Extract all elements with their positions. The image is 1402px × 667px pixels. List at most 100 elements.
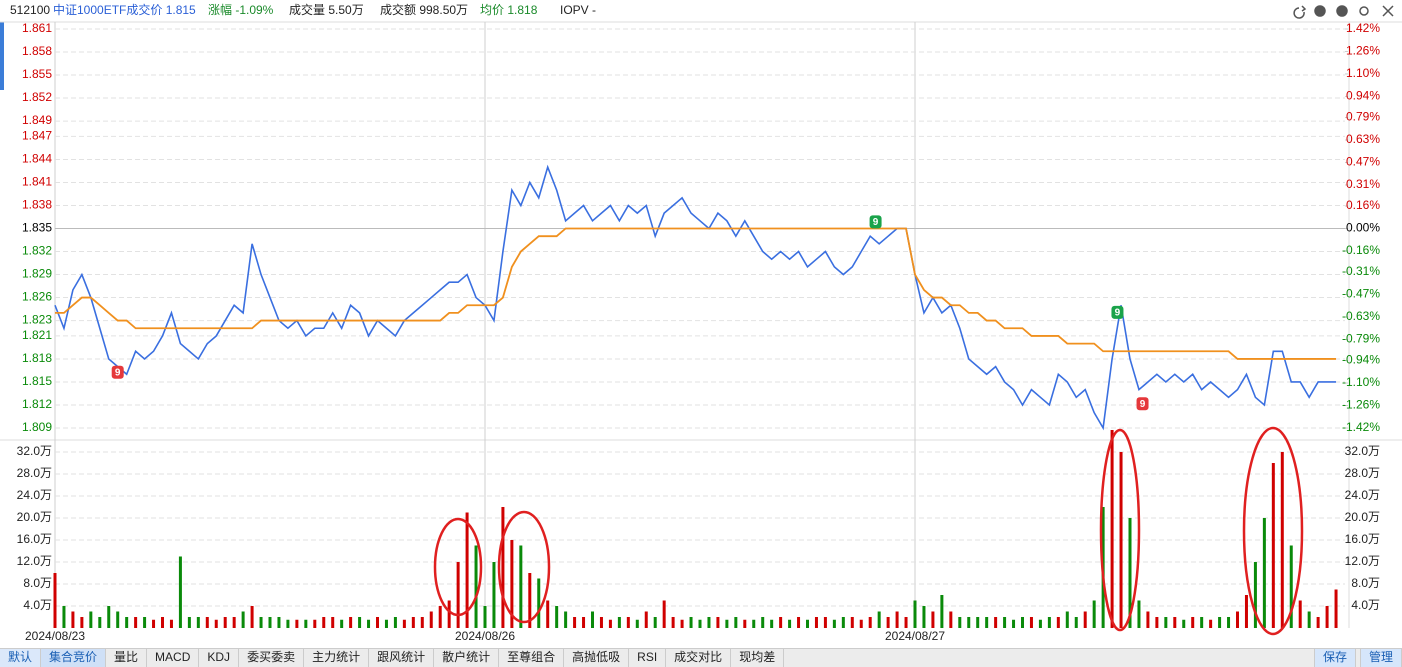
toolbar-button[interactable]: 默认 <box>0 649 42 667</box>
y2-tick-label: 1.26% <box>1346 44 1380 58</box>
volume-bar <box>617 617 621 628</box>
volume-bar <box>770 619 774 628</box>
toolbar: 默认 集合竞价 量比 MACD KDJ 委买委卖 主力统计 跟风统计 散户统计 至尊组合 高抛低吸 R… <box>0 648 1402 667</box>
volume-bar <box>940 595 944 628</box>
toolbar-button[interactable]: 现均差 <box>731 649 785 667</box>
y-tick-label: 1.821 <box>22 328 52 342</box>
volume-bar <box>582 617 586 628</box>
volume-bar <box>1137 600 1141 628</box>
toolbar-button[interactable]: 集合竞价 <box>41 649 107 667</box>
y2-tick-label: -1.10% <box>1342 375 1380 389</box>
volume-bar <box>447 600 451 628</box>
signal-label: 9 <box>1115 308 1121 319</box>
highlight-ellipse <box>1242 426 1304 636</box>
volume-bar <box>152 619 156 628</box>
volume-bar <box>277 617 281 628</box>
volume-bar <box>1164 617 1168 628</box>
y2-tick-label: 20.0万 <box>1345 510 1380 524</box>
settings-icon[interactable] <box>1359 6 1369 16</box>
volume-bar <box>196 617 200 628</box>
volume-bar <box>1029 617 1033 628</box>
toolbar-button[interactable]: 跟风统计 <box>369 649 435 667</box>
volume-bar <box>483 606 487 628</box>
header-iopv: IOPV - <box>560 3 596 17</box>
volume-bar <box>169 619 173 628</box>
y-tick-label: 1.826 <box>22 290 52 304</box>
volume-bar <box>967 617 971 628</box>
y-tick-label: 1.829 <box>22 267 52 281</box>
y2-tick-label: 1.42% <box>1346 21 1380 35</box>
signal-label: 9 <box>873 217 879 228</box>
toolbar-right: 保存 管理 <box>1313 649 1402 667</box>
y2-tick-label: 12.0万 <box>1345 554 1380 568</box>
toolbar-button[interactable]: 委买委卖 <box>239 649 305 667</box>
close-icon[interactable] <box>1382 5 1394 17</box>
volume-bar <box>367 619 371 628</box>
volume-bar <box>841 617 845 628</box>
zoom-out-icon[interactable] <box>1336 5 1348 17</box>
volume-bar <box>877 611 881 628</box>
volume-bar <box>143 617 147 628</box>
volume-bar <box>698 619 702 628</box>
y-tick-label: 1.835 <box>22 221 52 235</box>
y-tick-label: 1.841 <box>22 175 52 189</box>
signal-badge <box>1111 305 1124 319</box>
volume-bar <box>599 617 603 628</box>
refresh-icon[interactable] <box>1293 5 1307 19</box>
volume-bar <box>1253 562 1257 628</box>
toolbar-button[interactable]: MACD <box>147 649 200 667</box>
y2-tick-label: -0.79% <box>1342 332 1380 346</box>
volume-bar <box>671 617 675 628</box>
volume-bar <box>286 619 290 628</box>
toolbar-button[interactable]: 量比 <box>106 649 148 667</box>
volume-bar <box>806 619 809 628</box>
y-tick-label: 1.823 <box>22 313 52 327</box>
volume-bar <box>555 606 559 628</box>
volume-bar <box>1307 611 1311 628</box>
header-icons[interactable] <box>1293 5 1394 19</box>
toolbar-button[interactable]: 散户统计 <box>434 649 500 667</box>
volume-bar <box>89 611 93 628</box>
y2-tick-label: 16.0万 <box>1345 532 1380 546</box>
volume-bar <box>1173 617 1177 628</box>
y2-tick-label: 0.31% <box>1346 177 1380 191</box>
toolbar-button[interactable]: 高抛低吸 <box>564 649 630 667</box>
y-tick-label: 1.838 <box>22 198 52 212</box>
volume-bar <box>313 619 317 628</box>
volume-bar <box>1334 589 1338 628</box>
zoom-in-icon[interactable] <box>1314 5 1326 17</box>
y2-tick-label: 24.0万 <box>1345 488 1380 502</box>
volume-bar <box>80 617 84 628</box>
volume-bar <box>232 617 236 628</box>
volume-bar <box>259 617 263 628</box>
toolbar-button[interactable]: 保存 <box>1313 649 1356 667</box>
volume-bar <box>71 611 75 628</box>
toolbar-button[interactable]: RSI <box>629 649 667 667</box>
toolbar-button[interactable]: 管理 <box>1359 649 1402 667</box>
volume-bar <box>62 606 66 628</box>
volume-bar <box>1155 617 1159 628</box>
volume-bar <box>501 507 505 628</box>
volume-bar <box>1146 611 1150 628</box>
toolbar-button[interactable]: 成交对比 <box>666 649 732 667</box>
y-tick-label: 32.0万 <box>17 444 52 458</box>
volume-bar <box>1038 619 1042 628</box>
y2-tick-label: 8.0万 <box>1351 576 1380 590</box>
x-tick-label: 2024/08/23 <box>25 629 85 643</box>
volume-bar <box>1074 617 1078 628</box>
toolbar-button[interactable]: 主力统计 <box>304 649 370 667</box>
volume-bar <box>788 619 792 628</box>
volume-bar <box>1119 452 1123 628</box>
toolbar-button[interactable]: 至尊组合 <box>499 649 565 667</box>
side-strip <box>0 22 4 90</box>
volume-bar <box>1003 617 1007 628</box>
toolbar-button[interactable]: KDJ <box>199 649 240 667</box>
volume-bar <box>1065 611 1069 628</box>
volume-bar <box>519 545 523 628</box>
volume-bar <box>456 562 460 628</box>
volume-bar <box>384 619 388 628</box>
volume-bar <box>1128 518 1132 628</box>
volume-bar <box>823 617 827 628</box>
volume-bar <box>1244 595 1248 628</box>
volume-bar <box>868 617 872 628</box>
